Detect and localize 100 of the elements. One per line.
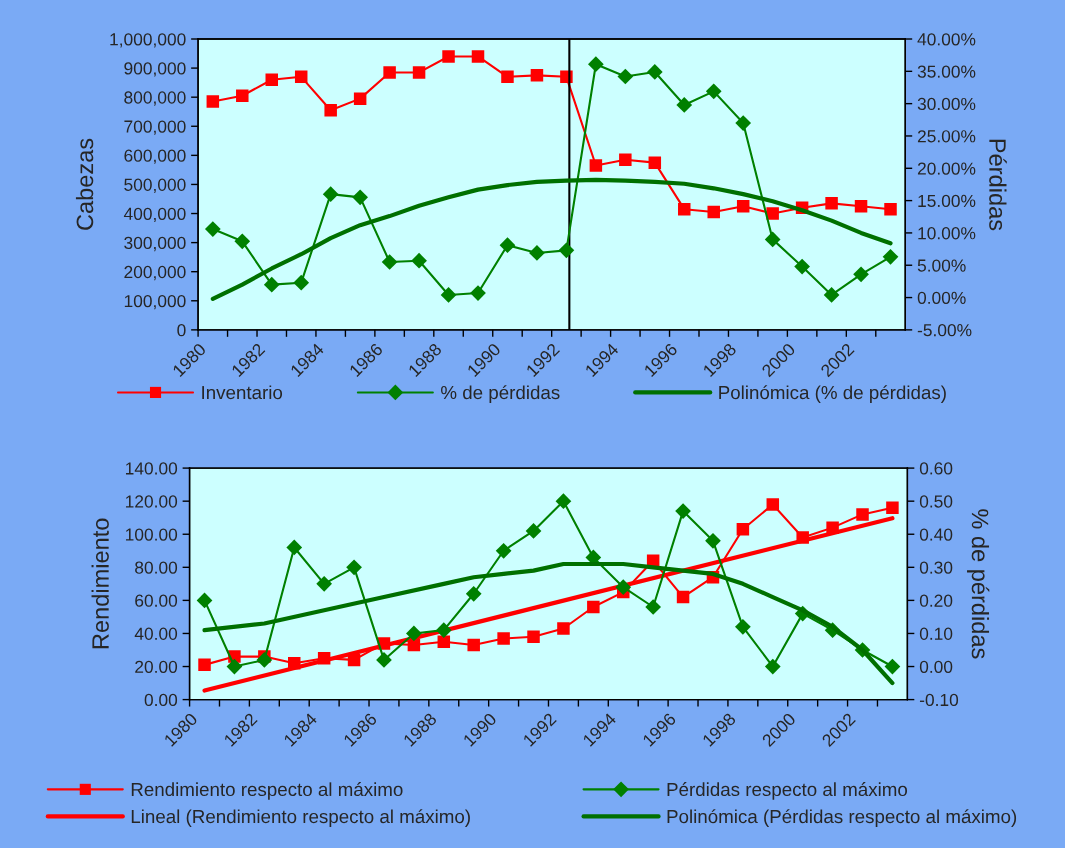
point xyxy=(322,186,339,202)
point xyxy=(675,503,691,519)
point xyxy=(529,245,545,261)
point xyxy=(764,658,781,675)
point xyxy=(794,258,810,275)
point xyxy=(346,559,362,576)
point xyxy=(823,287,840,303)
y-tick-label: 80.00 xyxy=(135,561,178,574)
point xyxy=(705,533,721,549)
point xyxy=(676,590,690,604)
point xyxy=(587,600,600,614)
y-axis-title: Cabezas xyxy=(75,138,94,230)
point xyxy=(352,189,368,206)
point xyxy=(381,254,398,270)
point xyxy=(497,632,510,645)
y2-tick-label: 0.40 xyxy=(919,528,953,541)
legend-label: % de pérdidas xyxy=(441,385,560,403)
y-tick-label: 200,000 xyxy=(124,265,186,281)
point xyxy=(353,92,367,105)
point xyxy=(467,638,480,652)
y2-tick-label: 0.30 xyxy=(919,561,953,574)
point xyxy=(736,523,750,536)
point xyxy=(619,153,632,166)
y2-tick-label: 25.00% xyxy=(917,130,976,143)
y2-axis-title: % de pérdidas xyxy=(967,509,990,659)
point xyxy=(736,200,750,213)
point xyxy=(316,575,333,592)
y-axis-title: Rendimiento xyxy=(91,518,109,649)
y-tick-label: 900,000 xyxy=(124,62,186,77)
point xyxy=(406,625,422,642)
point xyxy=(735,618,751,635)
y2-tick-label: 40.00% xyxy=(917,33,976,46)
point xyxy=(557,622,570,635)
point xyxy=(294,70,308,84)
point xyxy=(263,276,280,293)
point xyxy=(501,70,514,84)
point xyxy=(705,83,722,100)
point xyxy=(615,579,632,596)
point xyxy=(678,202,691,216)
y2-axis-title: Pérdidas xyxy=(989,139,1007,231)
y-tick-label: 120.00 xyxy=(125,495,178,508)
point xyxy=(442,50,455,63)
y-tick-label: 100.00 xyxy=(125,528,178,541)
point xyxy=(198,658,211,672)
point xyxy=(589,159,603,172)
point xyxy=(437,635,451,648)
y-tick-label: 40.00 xyxy=(134,627,178,640)
y2-tick-label: 0.50 xyxy=(919,495,953,508)
point xyxy=(825,197,838,210)
point xyxy=(886,501,899,515)
line-series xyxy=(210,177,893,301)
point xyxy=(617,68,634,85)
point xyxy=(707,205,720,219)
y2-tick-label: -5.00% xyxy=(917,324,972,337)
point xyxy=(499,237,516,254)
y-tick-label: 1,000,000 xyxy=(110,33,186,48)
point xyxy=(435,622,452,639)
legend-label: Rendimiento respecto al máximo xyxy=(131,782,403,800)
point xyxy=(324,104,337,117)
y-tick-label: 0.00 xyxy=(144,693,178,707)
y2-tick-label: 0.00 xyxy=(919,660,953,673)
point xyxy=(293,274,310,291)
point xyxy=(588,56,604,73)
point xyxy=(558,242,575,259)
point xyxy=(854,200,868,213)
point xyxy=(884,658,901,675)
point xyxy=(530,69,544,82)
point xyxy=(440,287,457,303)
y-tick-label: 140.00 xyxy=(125,462,178,475)
y2-tick-label: 30.00% xyxy=(917,97,976,111)
point xyxy=(226,658,243,675)
point xyxy=(764,231,781,248)
y-tick-label: 0 xyxy=(177,324,186,337)
legend-label: Polinómica (Pérdidas respecto al máximo) xyxy=(667,809,1017,827)
y-tick-label: 60.00 xyxy=(135,594,178,607)
point xyxy=(676,97,693,113)
point xyxy=(383,66,396,79)
y-tick-label: 400,000 xyxy=(123,207,186,223)
point xyxy=(646,64,663,80)
y2-tick-label: 10.00% xyxy=(918,227,976,240)
point xyxy=(555,493,572,510)
y2-tick-label: -0.10 xyxy=(919,693,959,707)
y-tick-label: 100,000 xyxy=(124,294,186,310)
point xyxy=(204,221,221,237)
point xyxy=(196,592,213,609)
point xyxy=(265,73,278,86)
point xyxy=(234,233,251,250)
point xyxy=(766,207,779,220)
point xyxy=(853,266,869,283)
y2-tick-label: 20.00% xyxy=(917,162,976,175)
y-tick-label: 800,000 xyxy=(124,91,186,106)
legend-label: Polinómica (% de pérdidas) xyxy=(719,385,946,403)
point xyxy=(471,50,485,63)
point xyxy=(286,539,303,556)
point xyxy=(465,585,482,602)
point xyxy=(470,285,486,301)
point xyxy=(495,542,512,559)
y-tick-label: 700,000 xyxy=(124,120,186,135)
y2-tick-label: 0.10 xyxy=(919,627,953,640)
point xyxy=(882,248,899,265)
